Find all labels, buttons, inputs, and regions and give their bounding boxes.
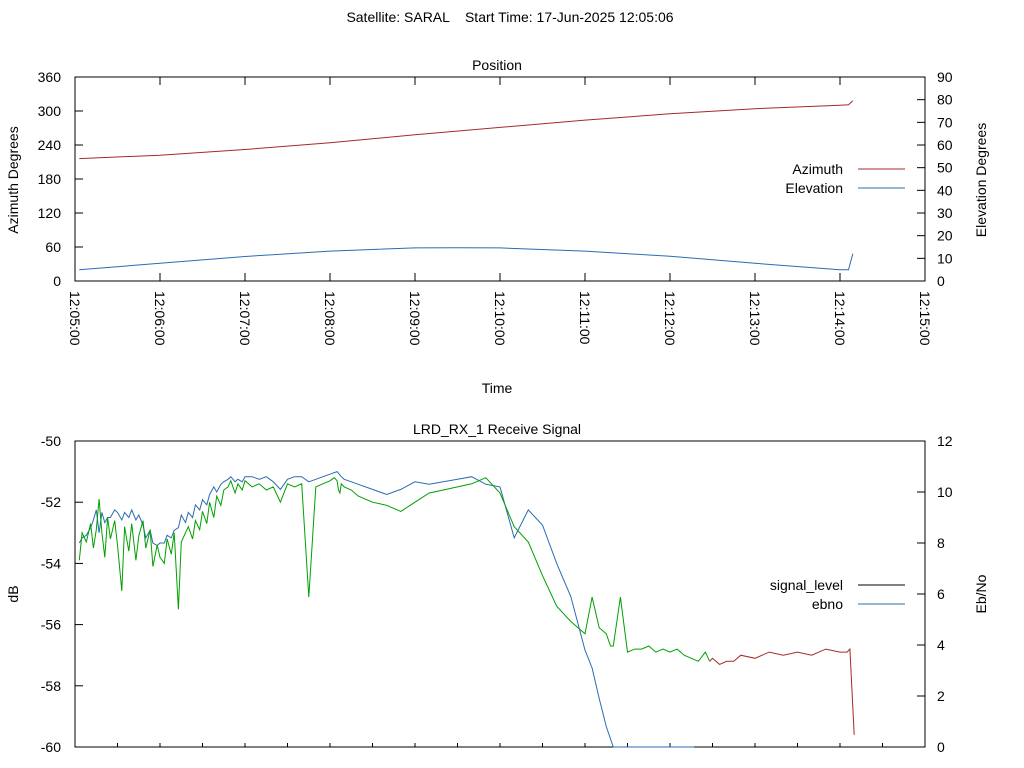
db-tick-label: -60 bbox=[41, 739, 61, 755]
db-tick-label: -52 bbox=[41, 494, 61, 510]
elevation-tick-label: 20 bbox=[937, 228, 953, 244]
azimuth-tick-label: 60 bbox=[45, 239, 61, 255]
elevation-tick-label: 90 bbox=[937, 69, 953, 85]
position-chart: Position 0 60 120 180 240 300 360 0 10 20 30 40 50 60… bbox=[5, 57, 989, 396]
elevation-tick-label: 40 bbox=[937, 182, 953, 198]
azimuth-tick-label: 240 bbox=[38, 137, 62, 153]
elevation-tick-label: 50 bbox=[937, 160, 953, 176]
time-tick-label: 12:08:00 bbox=[322, 291, 338, 346]
elevation-tick-label: 60 bbox=[937, 137, 953, 153]
azimuth-tick-label: 360 bbox=[38, 69, 62, 85]
signal-legend: signal_level ebno bbox=[770, 577, 905, 612]
azimuth-axis-label: Azimuth Degrees bbox=[5, 126, 21, 233]
time-tick-label: 12:12:00 bbox=[662, 291, 678, 346]
ebno-tick-label: 6 bbox=[937, 586, 945, 602]
signal-series bbox=[78, 471, 855, 748]
azimuth-line bbox=[79, 100, 854, 160]
ebno-tick-label: 8 bbox=[937, 535, 945, 551]
legend-label-signal-level: signal_level bbox=[770, 577, 843, 593]
azimuth-tick-label: 120 bbox=[38, 205, 62, 221]
ebno-tick-label: 2 bbox=[937, 688, 945, 704]
time-tick-label: 12:10:00 bbox=[492, 291, 508, 346]
db-tick-label: -54 bbox=[41, 555, 61, 571]
ebno-axis-label: Eb/No bbox=[973, 574, 989, 613]
signal-level-line bbox=[78, 477, 711, 662]
time-tick-label: 12:15:00 bbox=[917, 291, 933, 346]
time-tick-label: 12:11:00 bbox=[577, 291, 593, 345]
ebno-tick-label: 12 bbox=[937, 433, 953, 449]
time-tick-label: 12:14:00 bbox=[832, 291, 848, 346]
db-tick-label: -58 bbox=[41, 678, 61, 694]
db-tick-label: -50 bbox=[41, 433, 61, 449]
elevation-tick-label: 0 bbox=[937, 273, 945, 289]
db-axis-label: dB bbox=[5, 585, 21, 602]
time-tick-label: 12:05:00 bbox=[67, 291, 83, 346]
elevation-tick-label: 70 bbox=[937, 114, 953, 130]
legend-label-ebno: ebno bbox=[812, 596, 843, 612]
ebno-tick-label: 0 bbox=[937, 739, 945, 755]
signal-chart: LRD_RX_1 Receive Signal -60-58-56-54-52-… bbox=[5, 421, 989, 755]
time-tick-label: 12:13:00 bbox=[747, 291, 763, 346]
legend-label-elevation: Elevation bbox=[785, 180, 843, 196]
elevation-tick-label: 30 bbox=[937, 205, 953, 221]
elevation-line bbox=[79, 247, 854, 271]
signal-level-line-low bbox=[709, 647, 855, 735]
elevation-tick-label: 80 bbox=[937, 92, 953, 108]
position-legend: Azimuth Elevation bbox=[785, 161, 905, 196]
db-tick-label: -56 bbox=[41, 617, 61, 633]
ebno-tick-label: 4 bbox=[937, 637, 945, 653]
signal-ticks: -60 -58 -56 -54 -52 -50 0 2 4 6 8 10 12 bbox=[41, 433, 953, 755]
main-title: Satellite: SARAL Start Time: 17-Jun-2025… bbox=[346, 9, 673, 25]
time-tick-label: 12:07:00 bbox=[237, 291, 253, 346]
azimuth-tick-label: 180 bbox=[38, 171, 62, 187]
position-ticks: 0 60 120 180 240 300 360 0 10 20 30 40 50 60 70 80 90 12:… bbox=[38, 69, 953, 346]
ebno-tick-label: 10 bbox=[937, 484, 953, 500]
azimuth-tick-label: 300 bbox=[38, 103, 62, 119]
time-tick-label: 12:09:00 bbox=[407, 291, 423, 346]
position-chart-title: Position bbox=[472, 57, 522, 73]
signal-chart-title: LRD_RX_1 Receive Signal bbox=[413, 421, 581, 437]
position-plot-frame bbox=[74, 76, 926, 282]
position-series bbox=[79, 100, 854, 271]
ebno-line bbox=[78, 471, 695, 748]
legend-label-azimuth: Azimuth bbox=[792, 161, 843, 177]
elevation-tick-label: 10 bbox=[937, 250, 953, 266]
time-tick-label: 12:06:00 bbox=[152, 291, 168, 346]
time-axis-label: Time bbox=[482, 380, 513, 396]
elevation-axis-label: Elevation Degrees bbox=[973, 123, 989, 237]
azimuth-tick-label: 0 bbox=[53, 273, 61, 289]
